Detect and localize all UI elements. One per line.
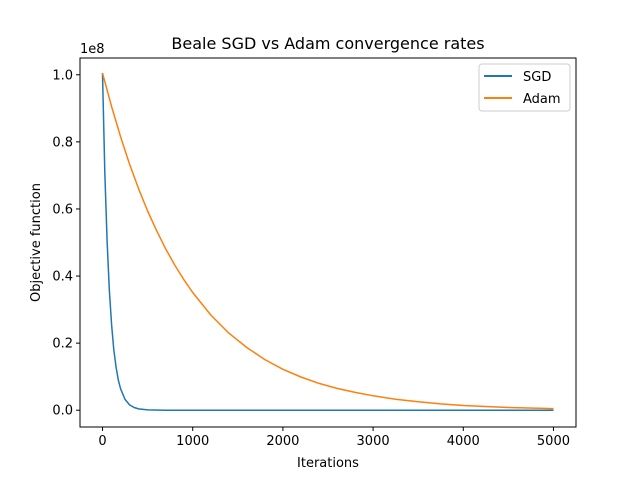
y-tick-label: 0.4 (52, 270, 73, 285)
y-tick-label: 0.8 (52, 135, 73, 150)
x-tick-label: 2000 (266, 434, 299, 449)
y-axis-offset-label: 1e8 (80, 42, 105, 57)
x-axis-label: Iterations (297, 456, 359, 471)
y-tick-label: 1.0 (52, 68, 73, 83)
legend: SGD Adam (478, 63, 571, 112)
series-line-adam (101, 72, 554, 410)
chart-title: Beale SGD vs Adam convergence rates (171, 34, 484, 53)
x-tick-label: 4000 (447, 434, 480, 449)
y-tick-label: 0.2 (52, 337, 73, 352)
y-tick-label: 0.6 (52, 202, 73, 217)
x-tick-label: 3000 (357, 434, 390, 449)
y-tick-label: 0.0 (52, 404, 73, 419)
series-line-sgd (101, 73, 554, 411)
x-tick-label: 0 (98, 434, 106, 449)
x-tick-label: 1000 (176, 434, 209, 449)
plot-frame (79, 57, 577, 428)
y-axis: 0.0 0.2 0.4 0.6 0.8 1.0 (52, 68, 80, 419)
x-tick-label: 5000 (537, 434, 570, 449)
x-axis: 0 1000 2000 3000 4000 5000 (98, 427, 570, 449)
y-axis-label: Objective function (29, 183, 44, 302)
legend-label-sgd: SGD (523, 70, 551, 85)
legend-label-adam: Adam (523, 92, 561, 107)
plot-area (101, 72, 554, 411)
